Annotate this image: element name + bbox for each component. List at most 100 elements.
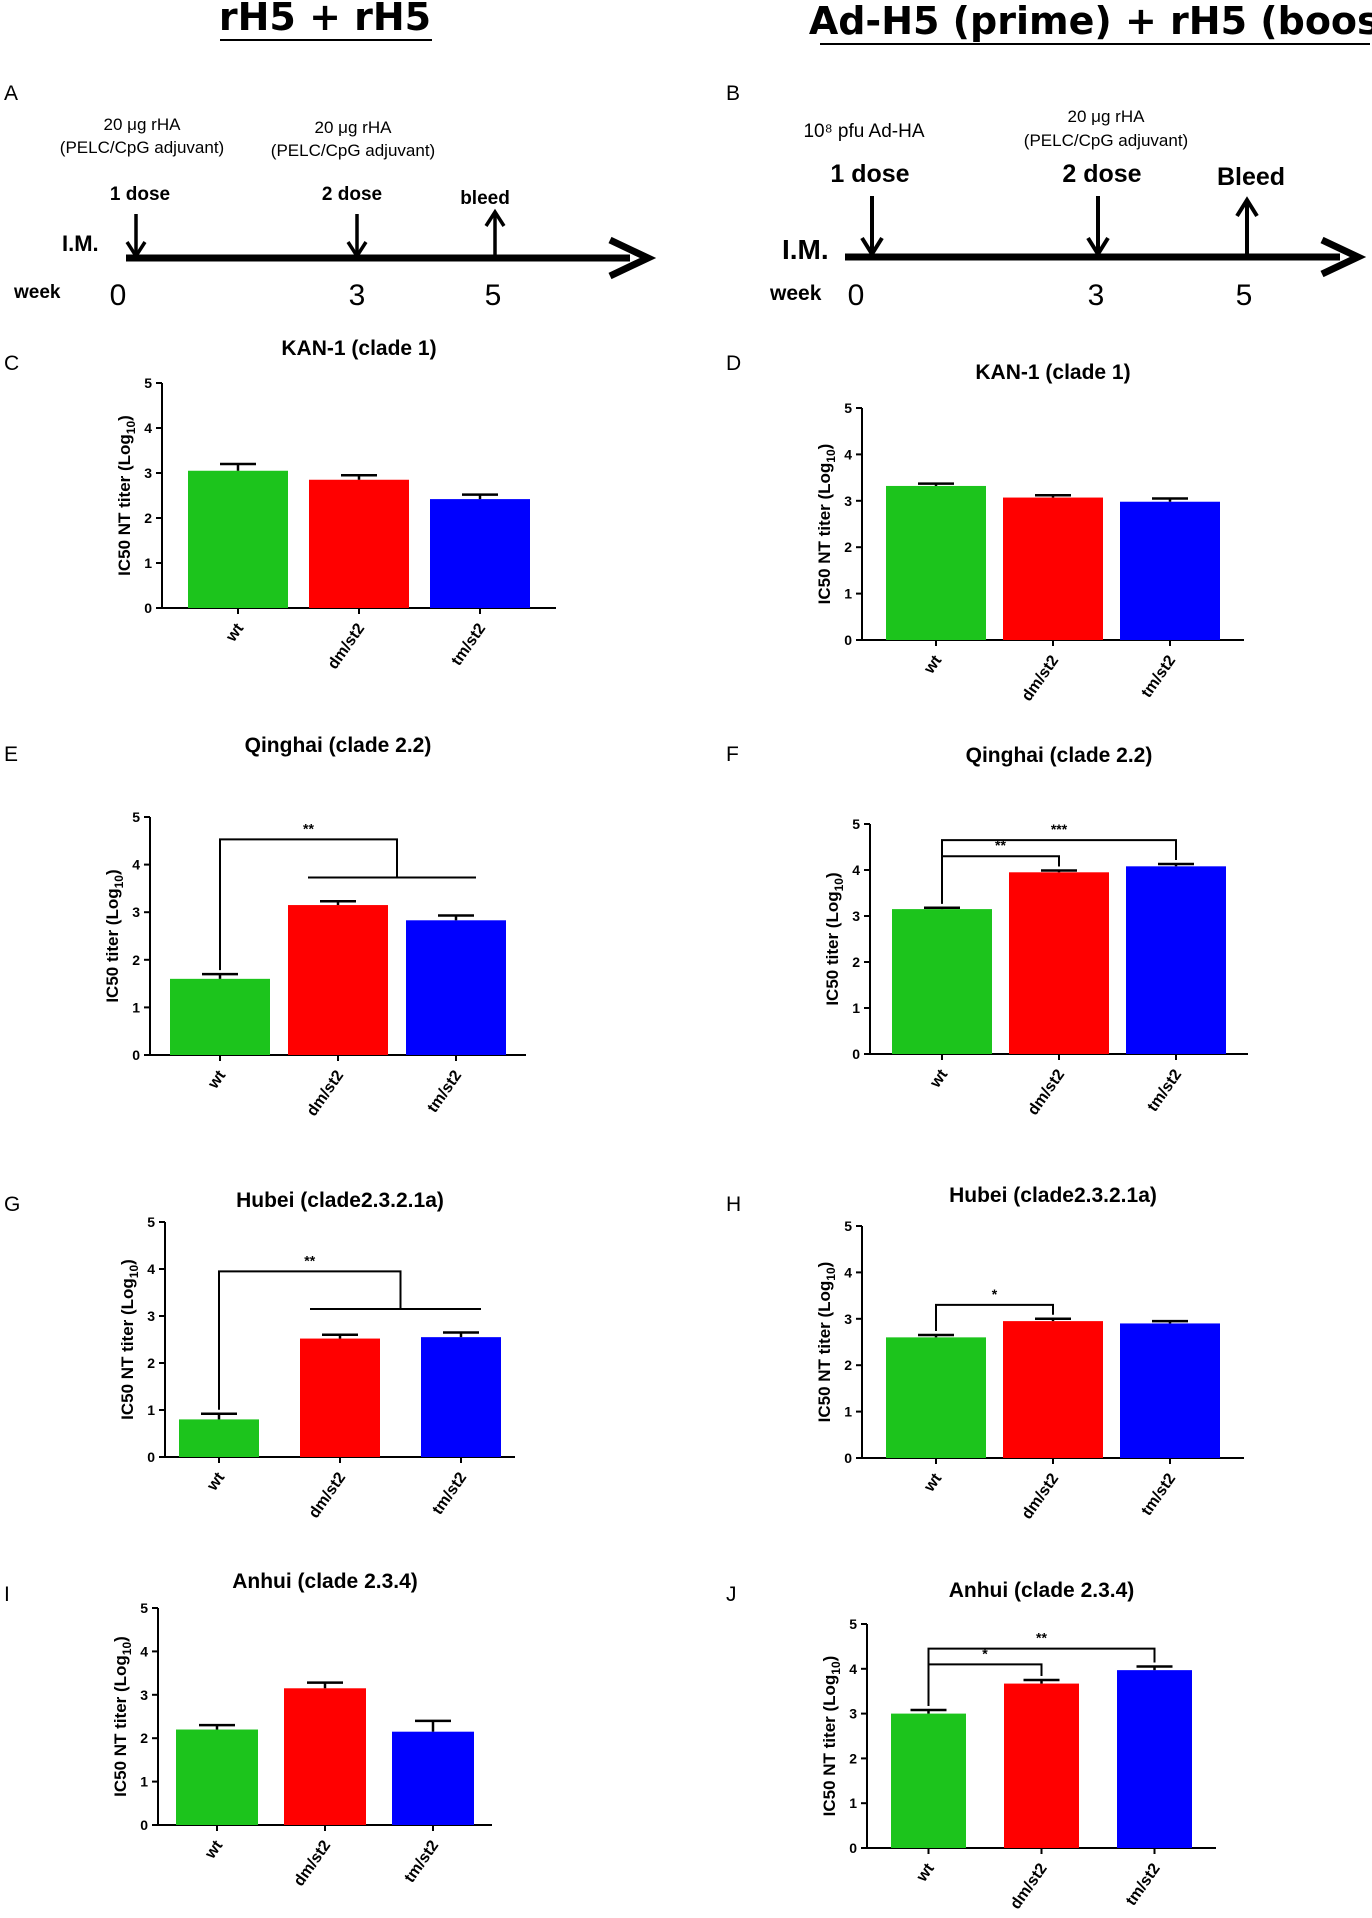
- y-axis-label-end-c: ): [115, 415, 134, 421]
- panel-letter-c: C: [4, 352, 19, 375]
- y-tick-label-e-2: 2: [132, 952, 140, 968]
- significance-bracket-h-0: [935, 1303, 1054, 1332]
- chart-panel-e: E Qinghai (clade 2.2) 0 1 2 3 4 5 IC50 titer (Lo…: [4, 734, 526, 1120]
- significance-bracket-g-0: [218, 1270, 402, 1410]
- x-tick-label-d-0: wt: [921, 652, 946, 678]
- y-axis-label-main-d: IC50 NT titer (Log: [815, 463, 834, 605]
- significance-label-f-1: ***: [1051, 821, 1068, 837]
- panel-letter-g: G: [4, 1193, 20, 1216]
- y-tick-label-i-4: 4: [140, 1643, 148, 1659]
- x-tick-label-c-0: wt: [223, 620, 248, 646]
- y-axis-label-main-h: IC50 NT titer (Log: [815, 1281, 834, 1423]
- y-tick-label-i-5: 5: [140, 1600, 148, 1616]
- x-tick-label-f-2: tm/st2: [1144, 1066, 1185, 1114]
- y-tick-label-f-3: 3: [852, 908, 860, 924]
- y-tick-label-j-1: 1: [849, 1795, 857, 1811]
- y-axis-label-sub-e: 10: [112, 875, 126, 889]
- timeline-b-week-0: 0: [848, 279, 865, 312]
- header-left: rH5 + rH5: [219, 0, 432, 41]
- significance-label-e-0: **: [303, 820, 314, 836]
- timeline-a-dose1-adjuvant: (PELC/CpG adjuvant): [60, 138, 224, 157]
- y-tick-label-i-0: 0: [140, 1817, 148, 1833]
- timeline-b-dose2-label: 2 dose: [1062, 160, 1141, 188]
- y-axis-label-end-g: ): [118, 1259, 137, 1265]
- y-tick-label-e-0: 0: [132, 1047, 140, 1063]
- bar-j-wt: [891, 1713, 966, 1848]
- x-tick-label-h-2: tm/st2: [1138, 1470, 1179, 1518]
- x-tick-label-e-0: wt: [205, 1067, 230, 1093]
- x-tick-label-c-2: tm/st2: [448, 620, 489, 668]
- chart-panel-d: D KAN-1 (clade 1) 0 1 2 3 4 5 IC50 NT titer (Log…: [726, 352, 1244, 705]
- timeline-b-week-3: 3: [1088, 279, 1105, 312]
- timeline-a-axis-label: week: [13, 282, 61, 303]
- timeline-a-dose1-arrow-tip: [125, 241, 147, 260]
- y-axis-label-g: IC50 NT titer (Log10): [118, 1259, 141, 1420]
- chart-panel-g: G Hubei (clade2.3.2.1a) 0 1 2 3 4 5 IC50 NT tite…: [4, 1189, 515, 1522]
- y-axis-label-end-h: ): [815, 1262, 834, 1268]
- y-tick-label-d-5: 5: [844, 400, 852, 416]
- timeline-a-arrowhead: [608, 236, 657, 280]
- y-tick-label-h-5: 5: [844, 1218, 852, 1234]
- chart-panel-i: I Anhui (clade 2.3.4) 0 1 2 3 4 5 IC50 NT titer …: [4, 1570, 492, 1890]
- chart-title-j: Anhui (clade 2.3.4): [949, 1579, 1135, 1602]
- y-axis-label-h: IC50 NT titer (Log10): [815, 1262, 838, 1423]
- y-axis-label-main-c: IC50 NT titer (Log: [115, 434, 134, 576]
- significance-bracket-j-1: [927, 1647, 1156, 1707]
- bar-h-wt: [886, 1337, 986, 1458]
- panel-letter-b: B: [726, 82, 740, 105]
- panel-letter-i: I: [4, 1583, 10, 1606]
- timeline-b-dose2-adjuvant: (PELC/CpG adjuvant): [1024, 131, 1188, 150]
- y-tick-label-c-1: 1: [144, 555, 152, 571]
- y-tick-label-f-5: 5: [852, 816, 860, 832]
- timeline-b-bleed-label: Bleed: [1217, 163, 1285, 191]
- significance-bracket-e-0: [219, 838, 398, 971]
- y-tick-label-g-5: 5: [147, 1214, 155, 1230]
- timeline-a-week-5: 5: [485, 279, 502, 312]
- header-left-text: rH5 + rH5: [219, 0, 431, 39]
- significance-bracket-f-1: [941, 839, 1177, 904]
- y-axis-label-sub-h: 10: [824, 1267, 838, 1281]
- bar-g-tm-st2: [421, 1337, 501, 1457]
- x-tick-label-g-2: tm/st2: [429, 1469, 470, 1517]
- y-axis-label-sub-j: 10: [829, 1661, 843, 1675]
- y-tick-label-g-2: 2: [147, 1355, 155, 1371]
- y-tick-label-j-4: 4: [849, 1661, 857, 1677]
- bar-g-wt: [179, 1419, 259, 1457]
- timeline-a-week-0: 0: [110, 279, 127, 312]
- y-axis-label-main-f: IC50 titer (Log: [823, 891, 842, 1005]
- timeline-b-route: I.M.: [782, 234, 829, 265]
- timeline-a: A 20 μg rHA (PELC/CpG adjuvant) 20 μg rH…: [4, 82, 657, 312]
- chart-panel-f: F Qinghai (clade 2.2) 0 1 2 3 4 5 IC50 titer (Lo…: [726, 743, 1248, 1119]
- y-axis-label-end-i: ): [111, 1636, 130, 1642]
- panel-letter-f: F: [726, 743, 739, 766]
- y-axis-label-end-e: ): [103, 869, 122, 875]
- chart-title-d: KAN-1 (clade 1): [975, 361, 1130, 384]
- y-axis-label-main-j: IC50 NT titer (Log: [820, 1675, 839, 1817]
- timeline-a-dose1-label: 1 dose: [110, 184, 170, 205]
- bar-d-dm-st2: [1003, 497, 1103, 640]
- y-tick-label-d-2: 2: [844, 539, 852, 555]
- chart-panel-c: C KAN-1 (clade 1) 0 1 2 3 4 5 IC50 NT titer (Log…: [4, 337, 556, 673]
- chart-title-g: Hubei (clade2.3.2.1a): [236, 1189, 444, 1212]
- x-tick-label-i-2: tm/st2: [401, 1837, 442, 1885]
- timeline-a-bleed-label: bleed: [460, 188, 510, 209]
- bar-e-dm-st2: [288, 905, 388, 1055]
- y-tick-label-h-4: 4: [844, 1264, 852, 1280]
- y-tick-label-j-5: 5: [849, 1616, 857, 1632]
- y-tick-label-h-2: 2: [844, 1357, 852, 1373]
- timeline-b-dose2-amount: 20 μg rHA: [1068, 107, 1146, 126]
- timeline-b-week-5: 5: [1236, 279, 1253, 312]
- y-axis-label-e: IC50 titer (Log10): [103, 869, 126, 1002]
- y-axis-label-c: IC50 NT titer (Log10): [115, 415, 138, 576]
- chart-panel-h: H Hubei (clade2.3.2.1a) 0 1 2 3 4 5 IC50 NT tite…: [726, 1184, 1244, 1523]
- bar-c-tm-st2: [430, 499, 530, 608]
- y-tick-label-h-3: 3: [844, 1311, 852, 1327]
- y-tick-label-e-4: 4: [132, 857, 140, 873]
- bar-i-wt: [176, 1729, 258, 1825]
- y-axis-label-sub-i: 10: [120, 1642, 134, 1656]
- y-tick-label-g-1: 1: [147, 1402, 155, 1418]
- x-tick-label-h-0: wt: [921, 1470, 946, 1496]
- bar-d-tm-st2: [1120, 501, 1220, 640]
- chart-title-i: Anhui (clade 2.3.4): [232, 1570, 418, 1593]
